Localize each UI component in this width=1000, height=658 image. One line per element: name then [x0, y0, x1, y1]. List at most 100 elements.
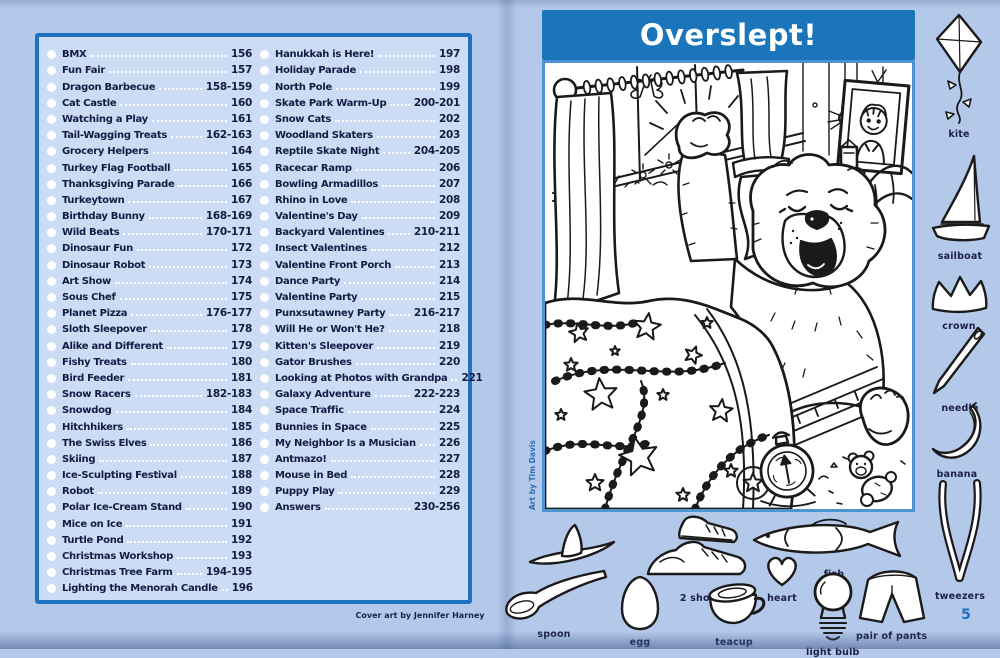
toc-entry-pages: 214 [438, 274, 460, 287]
bullet-icon [47, 373, 56, 383]
dot-leader-icon [176, 573, 202, 576]
bullet-icon [260, 293, 269, 302]
toc-entry-pages: 206 [438, 161, 460, 174]
hidden-object-kite: kite [932, 12, 986, 140]
toc-entry-pages: 161 [230, 112, 252, 125]
shoes-icon [640, 515, 762, 592]
dot-leader-icon [335, 87, 435, 90]
puzzle-title: Overslept! [639, 18, 818, 52]
toc-row: Turtle Pond 192 [47, 531, 252, 547]
dot-leader-icon [174, 168, 227, 171]
toc-entry-title: Ice-Sculpting Festival [62, 470, 177, 482]
toc-entry-pages: 175 [230, 291, 252, 303]
toc-row: Valentine Party 215 [260, 288, 460, 304]
toc-entry-title: Dinosaur Fun [62, 243, 133, 255]
toc-entry-pages: 193 [230, 550, 252, 562]
toc-entry-pages: 162-163 [205, 129, 252, 142]
bullet-icon [47, 568, 56, 578]
dot-leader-icon [134, 395, 202, 398]
toc-entry-pages: 187 [230, 452, 252, 465]
toc-entry-pages: 224 [438, 404, 460, 417]
dot-leader-icon [128, 200, 227, 203]
hidden-object-label: banana [936, 469, 978, 480]
toc-row: Bunnies in Space 225 [260, 417, 460, 433]
toc-entry-pages: 222-223 [413, 388, 460, 401]
page-center-seam [497, 0, 517, 649]
dot-leader-icon [351, 476, 435, 479]
toc-column-2: Hanukkah is Here! 197 Holiday Parade 198 Nor… [260, 45, 483, 600]
toc-entry-pages: 227 [438, 452, 460, 465]
toc-row: Valentine Front Porch 213 [260, 255, 460, 271]
toc-entry-pages: 200-201 [413, 96, 460, 109]
banana-icon [928, 402, 986, 468]
dot-leader-icon [148, 217, 202, 220]
hidden-object-spoon: spoon [498, 566, 610, 640]
dot-leader-icon [330, 459, 435, 462]
toc-entry-pages: 167 [230, 193, 252, 206]
bullet-icon [47, 519, 56, 529]
toc-row: Bird Feeder 181 [47, 369, 252, 385]
dot-leader-icon [359, 71, 435, 74]
bullet-icon [260, 195, 269, 205]
dot-leader-icon [378, 55, 435, 58]
illustration-panel [541, 60, 915, 513]
toc-entry-title: Fishy Treats [62, 356, 127, 368]
toc-row: Holiday Parade 198 [260, 61, 460, 77]
bullet-icon [47, 325, 56, 335]
toc-entry-title: BMX [62, 49, 87, 61]
bullet-icon [260, 114, 269, 124]
toc-row: Dinosaur Fun 172 [47, 239, 252, 255]
dot-leader-icon [361, 217, 435, 220]
toc-entry-title: Puppy Play [275, 486, 335, 498]
bullet-icon [260, 260, 269, 270]
toc-entry-title: Christmas Tree Farm [62, 567, 173, 579]
bullet-icon [260, 50, 269, 60]
toc-row: Answers 230-256 [260, 498, 460, 514]
toc-row: Robot 189 [47, 482, 252, 498]
dot-leader-icon [150, 330, 227, 333]
toc-entry-pages: 189 [230, 485, 252, 498]
toc-entry-title: Dance Party [275, 275, 341, 287]
toc-row: Space Traffic 224 [260, 401, 460, 417]
toc-entry-title: Wild Beats [62, 227, 120, 239]
bullet-icon [47, 438, 56, 448]
egg-icon [618, 575, 662, 636]
toc-row: My Neighbor Is a Musician 226 [260, 434, 460, 450]
dot-leader-icon [395, 265, 435, 268]
dot-leader-icon [371, 249, 435, 252]
bullet-icon [47, 503, 56, 513]
toc-row: Turkey Flag Football 165 [47, 158, 252, 174]
cover-art-credit: Cover art by Jennifer Harney [355, 611, 485, 620]
toc-entry-pages: 158-159 [205, 80, 252, 93]
bulb-icon [808, 572, 858, 646]
kite-icon [932, 13, 986, 128]
toc-entry-title: Bird Feeder [62, 372, 125, 384]
bullet-icon [47, 82, 56, 92]
toc-row: Art Show 174 [47, 272, 252, 288]
dot-leader-icon [221, 589, 228, 592]
toc-entry-pages: 209 [438, 210, 460, 223]
toc-entry-title: Valentine Front Porch [275, 259, 392, 271]
dot-leader-icon [355, 362, 435, 365]
toc-entry-pages: 192 [230, 533, 252, 546]
toc-entry-pages: 221 [461, 371, 483, 384]
toc-entry-pages: 226 [438, 436, 460, 449]
toc-row: Mouse in Bed 228 [260, 466, 460, 482]
dot-leader-icon [361, 298, 435, 300]
hidden-object-label: heart [767, 593, 797, 604]
toc-entry-pages: 212 [438, 242, 460, 255]
bullet-icon [260, 471, 269, 481]
toc-entry-title: Kitten's Sleepover [275, 340, 374, 352]
hidden-object-label: tweezers [934, 591, 986, 602]
toc-row: Cat Castle 160 [47, 94, 252, 110]
teacup-icon [700, 583, 768, 636]
bullet-icon [47, 98, 56, 108]
toc-row: Fishy Treats 180 [47, 353, 252, 369]
toc-entry-title: Grocery Helpers [62, 146, 149, 158]
toc-entry-pages: 180 [230, 355, 252, 368]
toc-entry-title: Backyard Valentines [275, 227, 385, 239]
toc-entry-title: Fun Fair [62, 65, 106, 77]
dot-leader-icon [377, 346, 435, 349]
toc-entry-title: Gator Brushes [275, 356, 352, 368]
dot-leader-icon [344, 281, 435, 284]
